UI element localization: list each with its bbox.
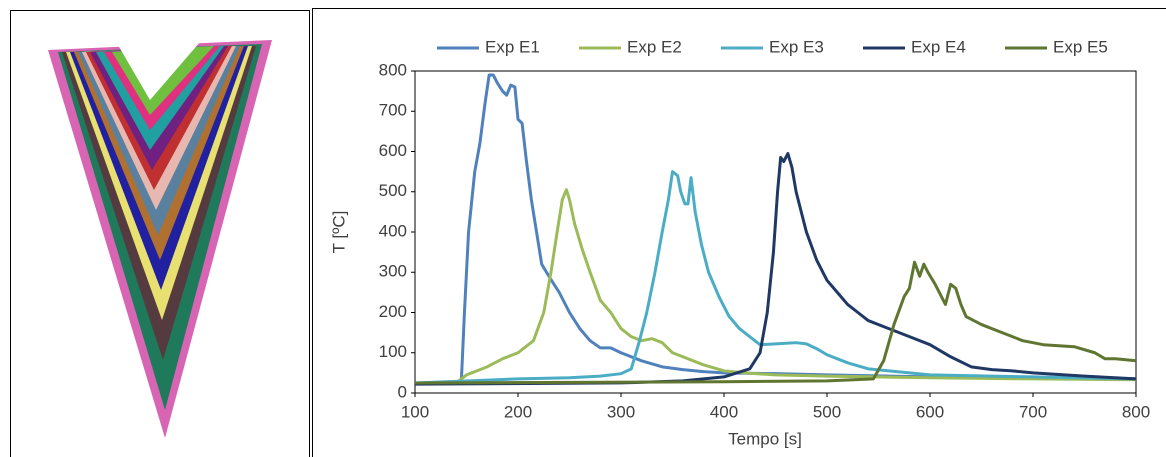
x-tick-label: 800 xyxy=(1122,402,1150,421)
left-panel xyxy=(10,10,310,457)
legend-label: Exp E3 xyxy=(769,37,824,56)
y-tick-label: 700 xyxy=(379,101,407,120)
series-line xyxy=(414,260,1137,385)
y-tick-label: 0 xyxy=(398,382,407,401)
x-tick-label: 500 xyxy=(813,402,841,421)
x-tick-label: 600 xyxy=(916,402,944,421)
y-tick-label: 400 xyxy=(379,221,407,240)
legend-label: Exp E2 xyxy=(627,37,682,56)
x-tick-label: 700 xyxy=(1019,402,1047,421)
y-tick-label: 100 xyxy=(379,342,407,361)
y-tick-label: 200 xyxy=(379,302,407,321)
panel-frame xyxy=(312,8,1166,457)
series-line xyxy=(415,73,1137,385)
legend-label: Exp E5 xyxy=(1053,37,1108,56)
x-tick-label: 300 xyxy=(607,402,635,421)
x-tick-label: 400 xyxy=(710,402,738,421)
y-tick-label: 300 xyxy=(379,262,407,281)
shape-notch xyxy=(118,42,200,100)
series-line xyxy=(414,170,1137,385)
x-axis-label: Tempo [s] xyxy=(728,429,802,448)
series-line xyxy=(414,152,1137,386)
y-axis-label: T [ºC] xyxy=(329,211,348,254)
y-tick-label: 600 xyxy=(379,141,407,160)
y-tick-label: 500 xyxy=(379,181,407,200)
y-tick-label: 800 xyxy=(379,60,407,79)
legend-label: Exp E4 xyxy=(911,37,966,56)
x-tick-label: 200 xyxy=(504,402,532,421)
x-tick-label: 100 xyxy=(401,402,429,421)
panel-frame xyxy=(10,10,310,457)
legend-label: Exp E1 xyxy=(485,37,540,56)
